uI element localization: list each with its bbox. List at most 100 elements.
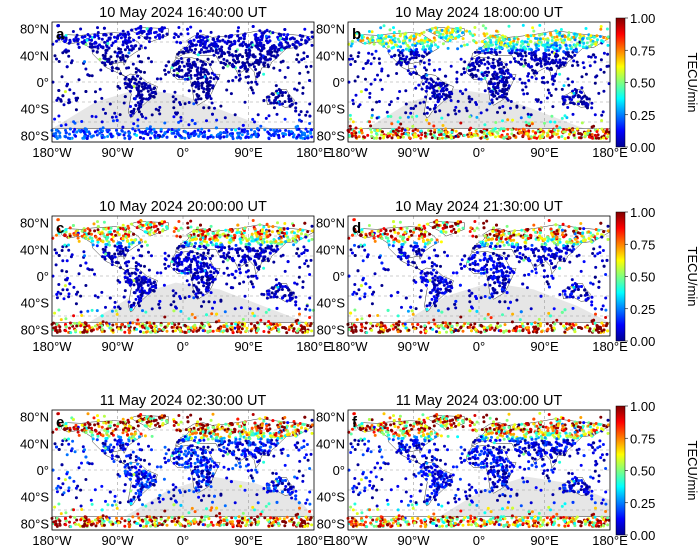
tec-point [127,331,131,335]
tec-point [243,128,247,132]
tec-point [543,59,547,63]
tec-point [394,131,398,135]
tec-point [506,42,510,46]
tec-point [304,113,308,117]
tec-point [86,33,90,37]
tec-point [147,56,150,60]
tec-point [408,72,412,75]
tec-point [542,81,546,85]
tec-point [193,73,197,77]
tec-point [204,41,208,44]
tec-point [253,227,257,231]
tec-point [79,27,83,31]
tec-point [75,324,79,328]
tec-point [200,229,204,233]
tec-point [284,128,288,132]
tec-point [292,243,296,247]
tec-point [139,70,143,74]
tec-point [308,273,312,276]
tec-point [295,88,299,92]
tec-point [354,126,358,130]
tec-point [118,56,122,60]
tec-point [296,53,300,57]
tec-point [474,133,478,137]
tec-point [483,62,487,66]
tec-point [171,95,175,99]
tec-point [310,229,314,233]
tec-point [202,244,206,248]
tec-point [302,51,306,55]
tec-point [95,309,99,313]
tec-point [294,46,298,50]
tec-point [176,246,180,250]
tec-point [74,98,78,102]
tec-point [368,120,372,124]
tec-point [310,329,314,333]
tec-point [116,261,120,265]
tec-point [186,64,190,68]
tec-point [205,87,209,91]
tec-point [507,24,511,28]
tec-point [187,123,191,127]
tec-point [535,46,539,50]
tec-point [206,288,210,292]
tec-point [532,34,536,38]
tec-point [237,321,241,325]
tec-point [83,60,86,64]
tec-point [79,130,83,134]
tec-point [484,26,488,30]
tec-point [130,28,134,32]
tec-point [298,228,302,231]
tec-point [480,61,483,65]
tec-point [525,92,529,96]
tec-point [411,129,415,133]
tec-point [206,329,210,333]
tec-point [311,308,315,312]
tec-point [413,65,417,69]
tec-point [173,129,177,133]
tec-point [396,96,400,100]
tec-point [392,45,396,49]
tec-point [167,254,171,258]
tec-point [113,300,117,304]
tec-point [165,329,169,333]
tec-point [541,132,545,136]
tec-point [199,262,203,266]
tec-point [272,260,276,264]
tec-point [539,64,543,68]
tec-point [486,56,490,60]
tec-point [409,50,413,54]
tec-point [535,63,539,67]
tec-point [302,245,306,249]
tec-point [592,35,596,39]
tec-point [189,225,193,229]
tec-point [287,328,291,332]
tec-point [186,226,190,230]
tec-point [115,322,118,326]
tec-point [101,46,105,50]
tec-point [87,324,91,328]
tec-point [372,42,376,46]
tec-point [583,131,587,135]
tec-point [285,299,289,303]
tec-point [227,79,231,83]
tec-point [297,307,301,311]
tec-point [350,134,354,138]
tec-point [197,291,201,295]
tec-point [180,136,184,140]
tec-point [591,136,594,140]
tec-point [187,134,191,138]
tec-point [153,130,157,134]
tec-point [519,57,523,61]
tec-point [557,135,561,139]
tec-point [134,297,138,301]
tec-point [84,127,88,131]
tec-point [148,289,152,293]
tec-point [292,133,296,137]
tec-point [509,100,513,103]
tec-point [148,36,152,40]
tec-point [187,283,191,287]
tec-point [175,254,179,258]
tec-point [300,38,303,42]
tec-point [196,255,200,259]
